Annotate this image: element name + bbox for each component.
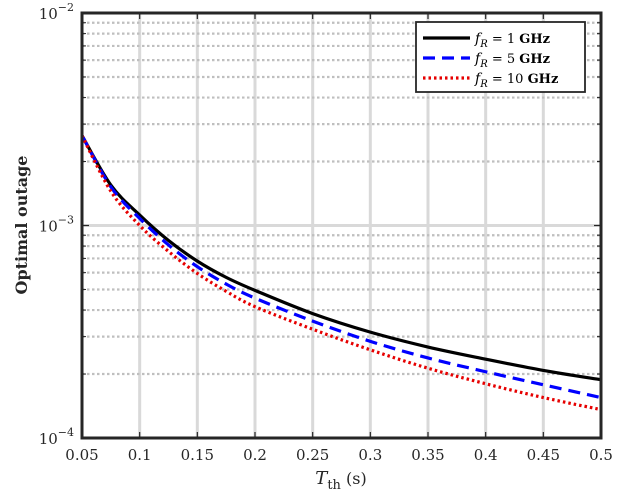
ticks: 0.05 0.1 0.15 0.2 0.25 0.3 0.35 0.4 0.45 0.510−41… [39, 1, 613, 464]
y-tick-label: 10−3 [39, 214, 74, 236]
x-axis-label: Tth (s) [315, 468, 366, 493]
legend-label-rest: = 1 [488, 32, 520, 47]
x-tick-label: 0.05 [65, 446, 98, 464]
legend-label-1: fR = 1 GHz [474, 31, 550, 50]
series-line-3 [80, 134, 602, 412]
x-tick-label: 0.15 [181, 446, 214, 464]
legend-label-sub: R [479, 59, 488, 70]
x-tick-label: 0.35 [411, 446, 444, 464]
y-tick-label-base: 10 [39, 5, 58, 23]
y-tick-label: 10−4 [39, 426, 74, 448]
legend-label-unit: GHz [528, 72, 559, 87]
x-axis-label-sub: th [327, 478, 341, 493]
y-tick-label-exponent: −2 [58, 1, 74, 14]
y-tick-label-base: 10 [39, 218, 58, 236]
x-tick-label: 0.25 [296, 446, 329, 464]
y-tick-label-base: 10 [39, 430, 58, 448]
x-axis-label-unit: (s) [341, 469, 367, 488]
legend-label-rest: = 5 [488, 52, 520, 67]
series-line-1 [80, 134, 602, 382]
legend-label-var: f [474, 51, 483, 67]
legend-label-2: fR = 5 GHz [474, 51, 550, 70]
legend-label-var: f [474, 71, 483, 87]
y-tick-label-exponent: −3 [58, 214, 74, 227]
legend-label-3: fR = 10 GHz [474, 71, 558, 90]
x-tick-label: 0.1 [128, 446, 152, 464]
legend-label-sub: R [479, 79, 488, 90]
legend-label-var: f [474, 31, 483, 47]
x-tick-label: 0.4 [474, 446, 498, 464]
series-line-2 [80, 134, 602, 400]
x-axis-label-main: T [315, 468, 329, 489]
legend-label-unit: GHz [519, 32, 550, 47]
x-tick-label: 0.2 [243, 446, 267, 464]
x-tick-label: 0.3 [358, 446, 382, 464]
legend-label-sub: R [479, 39, 488, 50]
legend-label-unit: GHz [519, 52, 550, 67]
x-tick-label: 0.45 [527, 446, 560, 464]
y-axis-label: Optimal outage [12, 156, 31, 295]
y-tick-label-exponent: −4 [58, 426, 74, 439]
y-tick-label: 10−2 [39, 1, 74, 23]
legend-label-rest: = 10 [488, 72, 528, 87]
series-layer [80, 134, 602, 412]
x-tick-label: 0.5 [589, 446, 613, 464]
